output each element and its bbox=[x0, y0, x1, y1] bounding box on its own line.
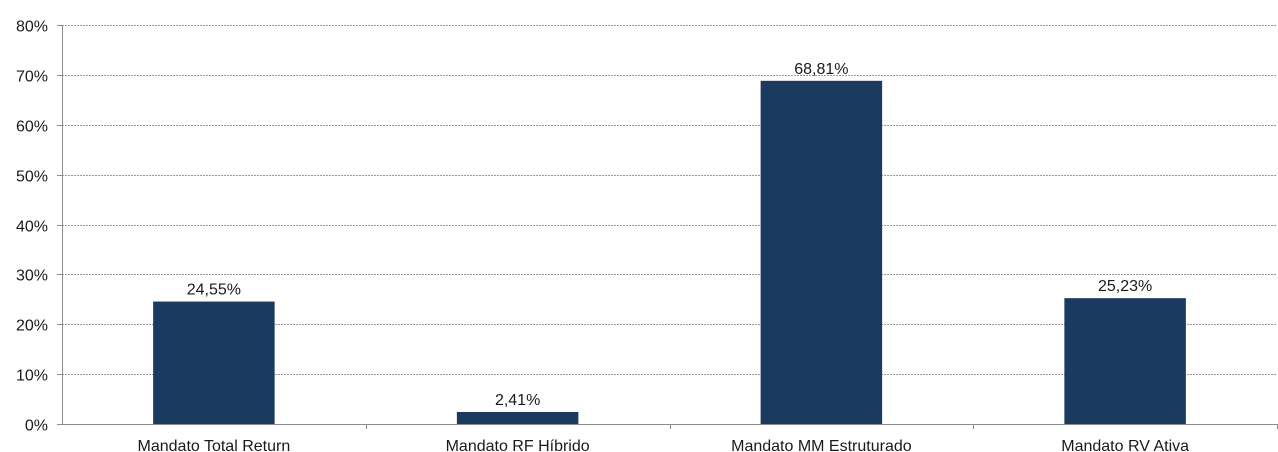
y-tick-label: 10% bbox=[16, 368, 48, 385]
x-category-label: Mandato MM Estruturado bbox=[731, 438, 912, 452]
y-tick-label: 20% bbox=[16, 318, 48, 335]
y-tick-label: 80% bbox=[16, 19, 48, 36]
y-tick-label: 30% bbox=[16, 268, 48, 285]
data-labels: 24,55% 2,41% 68,81% 25,23% bbox=[187, 61, 1153, 409]
y-tick-label: 60% bbox=[16, 119, 48, 136]
y-tick-label: 40% bbox=[16, 219, 48, 236]
bar-data-label: 24,55% bbox=[187, 282, 241, 299]
bar bbox=[456, 411, 579, 424]
x-category-label: Mandato RF Híbrido bbox=[446, 438, 590, 452]
y-tick-label: 0% bbox=[25, 418, 48, 435]
axes: 0% 10% 20% 30% 40% 50% 60% 70% 80% Mandato Total … bbox=[16, 19, 1278, 452]
y-tick-label: 50% bbox=[16, 169, 48, 186]
bar bbox=[153, 301, 275, 424]
y-tick-label: 70% bbox=[16, 69, 48, 86]
bar-data-label: 68,81% bbox=[794, 61, 848, 78]
x-category-label: Mandato Total Return bbox=[138, 438, 291, 452]
bars bbox=[153, 80, 1186, 425]
bar-data-label: 2,41% bbox=[495, 392, 540, 409]
x-category-label: Mandato RV Ativa bbox=[1061, 438, 1189, 452]
bar bbox=[760, 80, 883, 425]
bar-data-label: 25,23% bbox=[1098, 278, 1152, 295]
bar bbox=[1064, 298, 1186, 424]
